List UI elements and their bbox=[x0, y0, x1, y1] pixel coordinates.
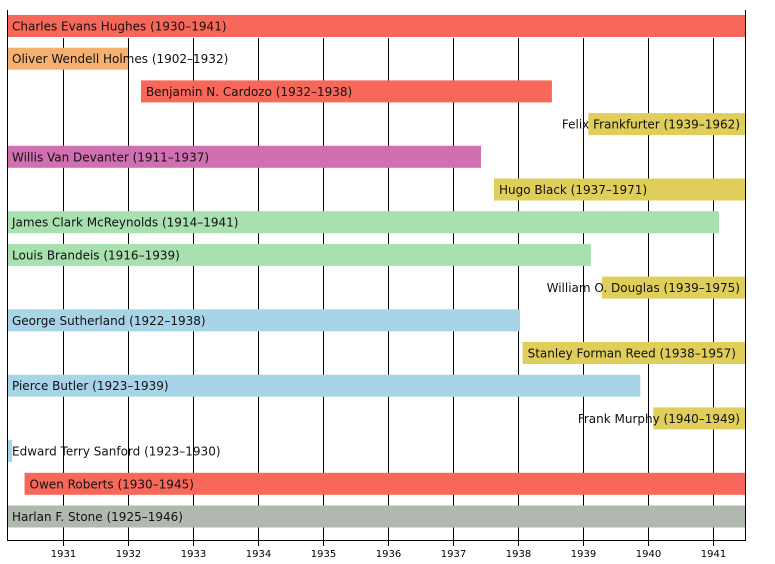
bar-label: Stanley Forman Reed (1938–1957) bbox=[528, 347, 736, 361]
bar-label: Benjamin N. Cardozo (1932–1938) bbox=[146, 85, 352, 99]
bar-label: Oliver Wendell Holmes (1902–1932) bbox=[12, 52, 228, 66]
bar bbox=[653, 407, 745, 430]
tick-label: 1936 bbox=[376, 549, 401, 560]
bar-label: Pierce Butler (1923–1939) bbox=[12, 379, 169, 393]
tick-label: 1932 bbox=[116, 549, 141, 560]
bar bbox=[494, 178, 745, 201]
bar-label: Felix Frankfurter (1939–1962) bbox=[562, 118, 740, 132]
bar bbox=[24, 472, 745, 495]
bar bbox=[7, 505, 745, 528]
tick-label: 1941 bbox=[701, 549, 726, 560]
bar bbox=[7, 211, 719, 234]
bar bbox=[522, 342, 745, 364]
bar-label: Willis Van Devanter (1911–1937) bbox=[12, 150, 209, 164]
bar bbox=[7, 15, 745, 37]
bar-label: Harlan F. Stone (1925–1946) bbox=[12, 510, 183, 524]
x-axis: 1931 1932 1933 1934 1935 1936 1937 1938 1939 1940… bbox=[7, 10, 746, 560]
bar-label: Charles Evans Hughes (1930–1941) bbox=[12, 20, 227, 34]
bar-label: James Clark McReynolds (1914–1941) bbox=[11, 216, 238, 230]
tick-label: 1937 bbox=[441, 549, 466, 560]
tick-label: 1931 bbox=[51, 549, 76, 560]
bar bbox=[601, 276, 745, 299]
bar-label: William O. Douglas (1939–1975) bbox=[547, 281, 740, 295]
bar bbox=[588, 113, 745, 136]
tick-label: 1938 bbox=[506, 549, 531, 560]
bar-label: Owen Roberts (1930–1945) bbox=[30, 477, 194, 491]
tick-label: 1939 bbox=[571, 549, 596, 560]
tick-label: 1935 bbox=[311, 549, 336, 560]
tick-label: 1940 bbox=[636, 549, 661, 560]
bar bbox=[7, 440, 13, 463]
bar-label: George Sutherland (1922–1938) bbox=[12, 314, 206, 328]
bar bbox=[7, 309, 521, 332]
bar bbox=[7, 374, 641, 397]
bar-label: Edward Terry Sanford (1923–1930) bbox=[12, 445, 221, 459]
bar bbox=[7, 47, 128, 70]
bar-label: Frank Murphy (1940–1949) bbox=[578, 412, 740, 426]
bar bbox=[7, 145, 482, 168]
bar-label: Hugo Black (1937–1971) bbox=[499, 183, 647, 197]
bars: Charles Evans Hughes (1930–1941) Oliver W… bbox=[7, 15, 745, 528]
tick-label: 1933 bbox=[181, 549, 206, 560]
bar bbox=[7, 243, 591, 266]
tick-label: 1934 bbox=[246, 549, 271, 560]
bar bbox=[140, 80, 552, 103]
bar-label: Louis Brandeis (1916–1939) bbox=[12, 248, 180, 262]
